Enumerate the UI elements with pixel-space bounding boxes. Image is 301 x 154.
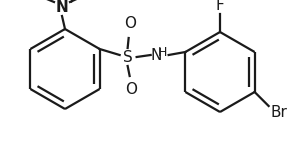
Text: N: N [151, 47, 162, 63]
Text: +: + [66, 0, 76, 5]
Text: Br: Br [270, 105, 287, 120]
Text: O: O [125, 83, 137, 97]
Text: N: N [56, 0, 68, 14]
Text: H: H [158, 45, 167, 59]
Text: O: O [124, 16, 136, 32]
Text: S: S [123, 49, 132, 65]
Text: F: F [216, 0, 224, 14]
